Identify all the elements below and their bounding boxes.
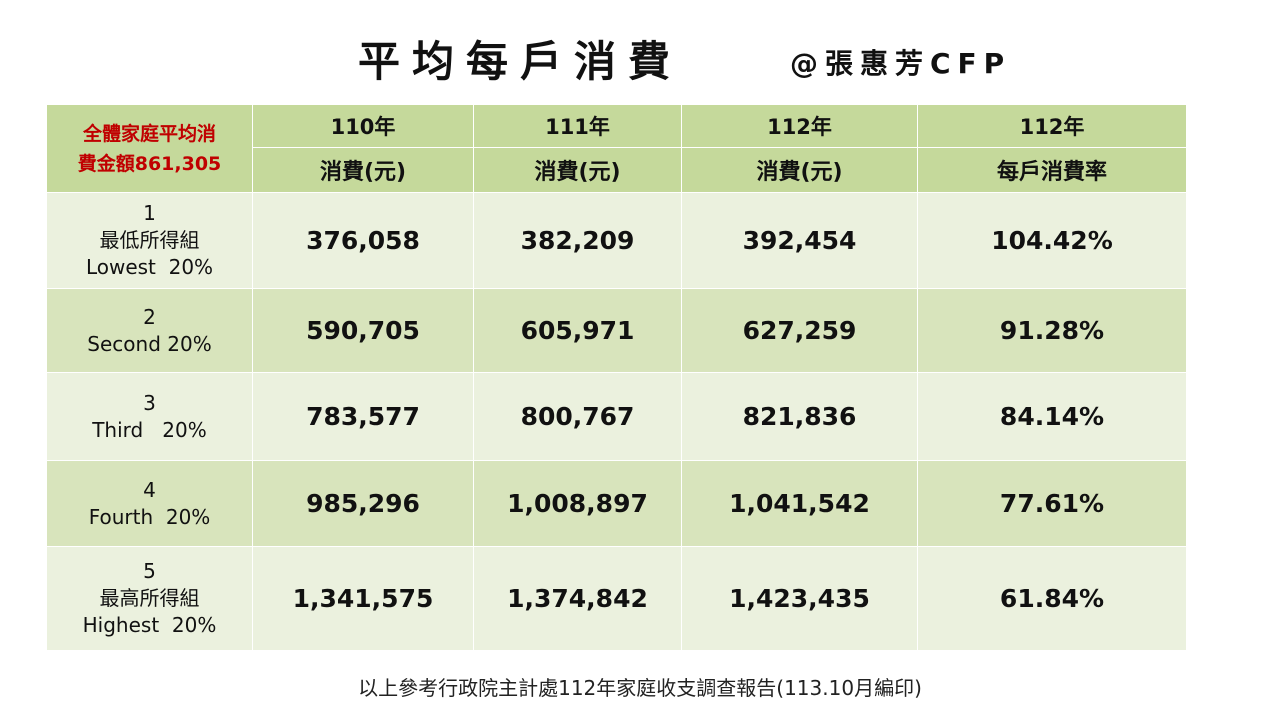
page-title: 平均每戶消費 [358,37,683,86]
header-row-years: 全體家庭平均消 費金額861,305 110年 111年 112年 112年 [46,104,1187,193]
year-header: 112年 [917,104,1187,148]
table-cell: 91.28% [917,288,1187,373]
row-label-line: 4 [143,477,156,502]
table-cell: 627,259 [681,288,918,373]
row-label-line: Fourth 20% [88,504,211,529]
table-cell: 1,374,842 [473,546,682,651]
table-cell: 104.42% [917,192,1187,289]
table-cell: 61.84% [917,546,1187,651]
table-row: 1 最低所得組 Lowest 20% 376,058 382,209 392,4… [46,192,1187,289]
row-label-line: Third 20% [92,417,207,442]
table-cell: 605,971 [473,288,682,373]
author-credit: @張惠芳CFP [790,47,1012,80]
table-cell: 985,296 [252,460,474,547]
row-label-line: 1 [143,201,156,225]
row-label-line: 2 [143,304,156,329]
row-label: 3 Third 20% [46,372,253,461]
row-label-line: Lowest 20% [85,255,214,279]
row-label: 5 最高所得組 Highest 20% [46,546,253,651]
table-cell: 392,454 [681,192,918,289]
table-cell: 1,008,897 [473,460,682,547]
corner-line: 費金額861,305 [77,152,222,175]
row-label-line: 5 [143,559,156,583]
table-cell: 1,041,542 [681,460,918,547]
table-row: 4 Fourth 20% 985,296 1,008,897 1,041,542… [46,460,1187,547]
table-cell: 77.61% [917,460,1187,547]
row-label-line: 3 [143,390,156,415]
unit-header: 消費(元) [252,147,474,193]
row-label-line: Highest 20% [82,613,217,637]
year-header: 112年 [681,104,918,148]
table-cell: 590,705 [252,288,474,373]
table-row: 5 最高所得組 Highest 20% 1,341,575 1,374,842 … [46,546,1187,651]
table-row: 3 Third 20% 783,577 800,767 821,836 84.1… [46,372,1187,461]
year-header: 111年 [473,104,682,148]
unit-header: 消費(元) [681,147,918,193]
header-row-units: 消費(元) 消費(元) 消費(元) 每戶消費率 [47,147,1187,193]
corner-cell: 全體家庭平均消 費金額861,305 [46,104,253,193]
row-label: 4 Fourth 20% [46,460,253,547]
table-cell: 382,209 [473,192,682,289]
unit-header: 每戶消費率 [917,147,1187,193]
table-cell: 376,058 [252,192,474,289]
table-cell: 800,767 [473,372,682,461]
row-label: 2 Second 20% [46,288,253,373]
table-cell: 1,423,435 [681,546,918,651]
row-label-line: Second 20% [87,331,212,356]
table-cell: 821,836 [681,372,918,461]
source-note: 以上參考行政院主計處112年家庭收支調查報告(113.10月編印) [358,676,922,700]
consumption-table: 全體家庭平均消 費金額861,305 110年 111年 112年 112年 消… [46,104,1187,651]
unit-header: 消費(元) [473,147,682,193]
row-label-line: 最高所得組 [99,586,200,610]
row-label-line: 最低所得組 [99,228,200,252]
row-label: 1 最低所得組 Lowest 20% [46,192,253,289]
table-cell: 1,341,575 [252,546,474,651]
table-row: 2 Second 20% 590,705 605,971 627,259 91.… [46,288,1187,373]
table-cell: 84.14% [917,372,1187,461]
corner-line: 全體家庭平均消 [82,122,216,145]
table-cell: 783,577 [252,372,474,461]
year-header: 110年 [252,104,474,148]
